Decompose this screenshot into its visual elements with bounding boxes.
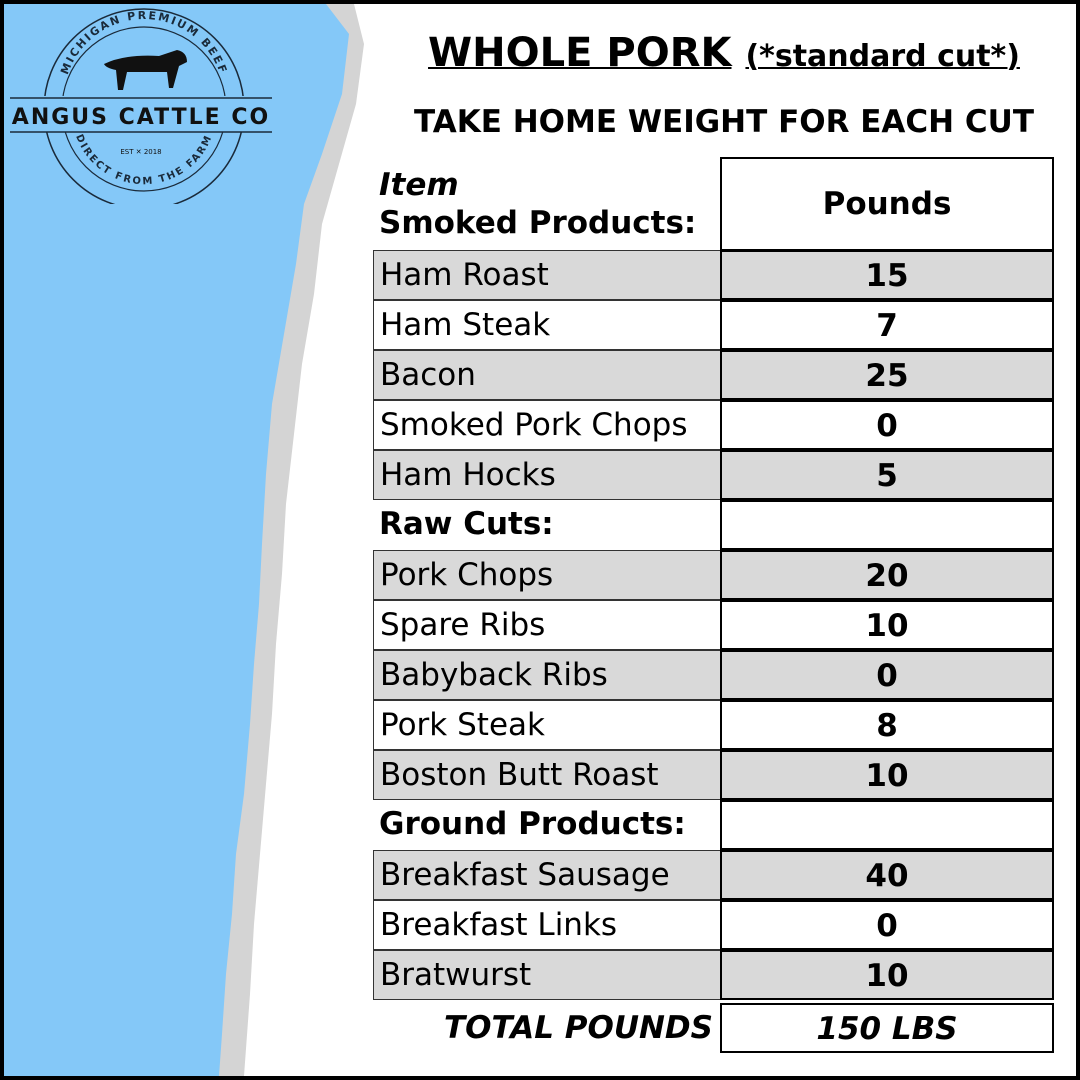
page-subtitle: TAKE HOME WEIGHT FOR EACH CUT — [414, 104, 1034, 140]
table-row-pounds: 10 — [720, 750, 1054, 800]
table-row-pounds: 10 — [720, 950, 1054, 1000]
angus-cattle-co-logo: MICHIGAN PREMIUM BEEF DIRECT FROM THE FA… — [10, 8, 272, 204]
table-row-pounds: 25 — [720, 350, 1054, 400]
header-item: Item Smoked Products: — [379, 167, 697, 241]
table-row-item: Ham Roast — [373, 250, 721, 300]
total-value: 150 LBS — [720, 1003, 1054, 1053]
table-row-pounds: 0 — [720, 650, 1054, 700]
table-row-item: Bratwurst — [373, 950, 721, 1000]
table-row-pounds: 15 — [720, 250, 1054, 300]
table-row-item: Ham Steak — [373, 300, 721, 350]
table-row-pounds: 10 — [720, 600, 1054, 650]
table-row-pounds — [720, 800, 1054, 850]
table-row-pounds: 7 — [720, 300, 1054, 350]
table-row-item: Spare Ribs — [373, 600, 721, 650]
header-pounds: Pounds — [720, 157, 1054, 251]
table-row-item: Breakfast Links — [373, 900, 721, 950]
page: MICHIGAN PREMIUM BEEF DIRECT FROM THE FA… — [4, 4, 1076, 1076]
table-row-pounds: 0 — [720, 900, 1054, 950]
table-row-item: Babyback Ribs — [373, 650, 721, 700]
section-header: Raw Cuts: — [379, 506, 554, 542]
table-row-item: Smoked Pork Chops — [373, 400, 721, 450]
page-title: WHOLE PORK (*standard cut*) — [428, 30, 1020, 76]
table-row-item: Pork Chops — [373, 550, 721, 600]
table-row-pounds: 0 — [720, 400, 1054, 450]
svg-text:EST ✕ 2018: EST ✕ 2018 — [120, 148, 161, 156]
table-row-pounds: 8 — [720, 700, 1054, 750]
svg-text:ANGUS CATTLE CO: ANGUS CATTLE CO — [12, 105, 270, 130]
table-row-item: Boston Butt Roast — [373, 750, 721, 800]
table-row-pounds — [720, 500, 1054, 550]
table-row-item: Ham Hocks — [373, 450, 721, 500]
table-row-pounds: 20 — [720, 550, 1054, 600]
svg-text:DIRECT FROM THE FARM: DIRECT FROM THE FARM — [73, 133, 215, 188]
total-label: TOTAL POUNDS — [443, 1010, 713, 1046]
section-header: Ground Products: — [379, 806, 686, 842]
table-row-item: Pork Steak — [373, 700, 721, 750]
table-row-item: Breakfast Sausage — [373, 850, 721, 900]
table-row-item: Bacon — [373, 350, 721, 400]
table-row-pounds: 5 — [720, 450, 1054, 500]
table-row-pounds: 40 — [720, 850, 1054, 900]
